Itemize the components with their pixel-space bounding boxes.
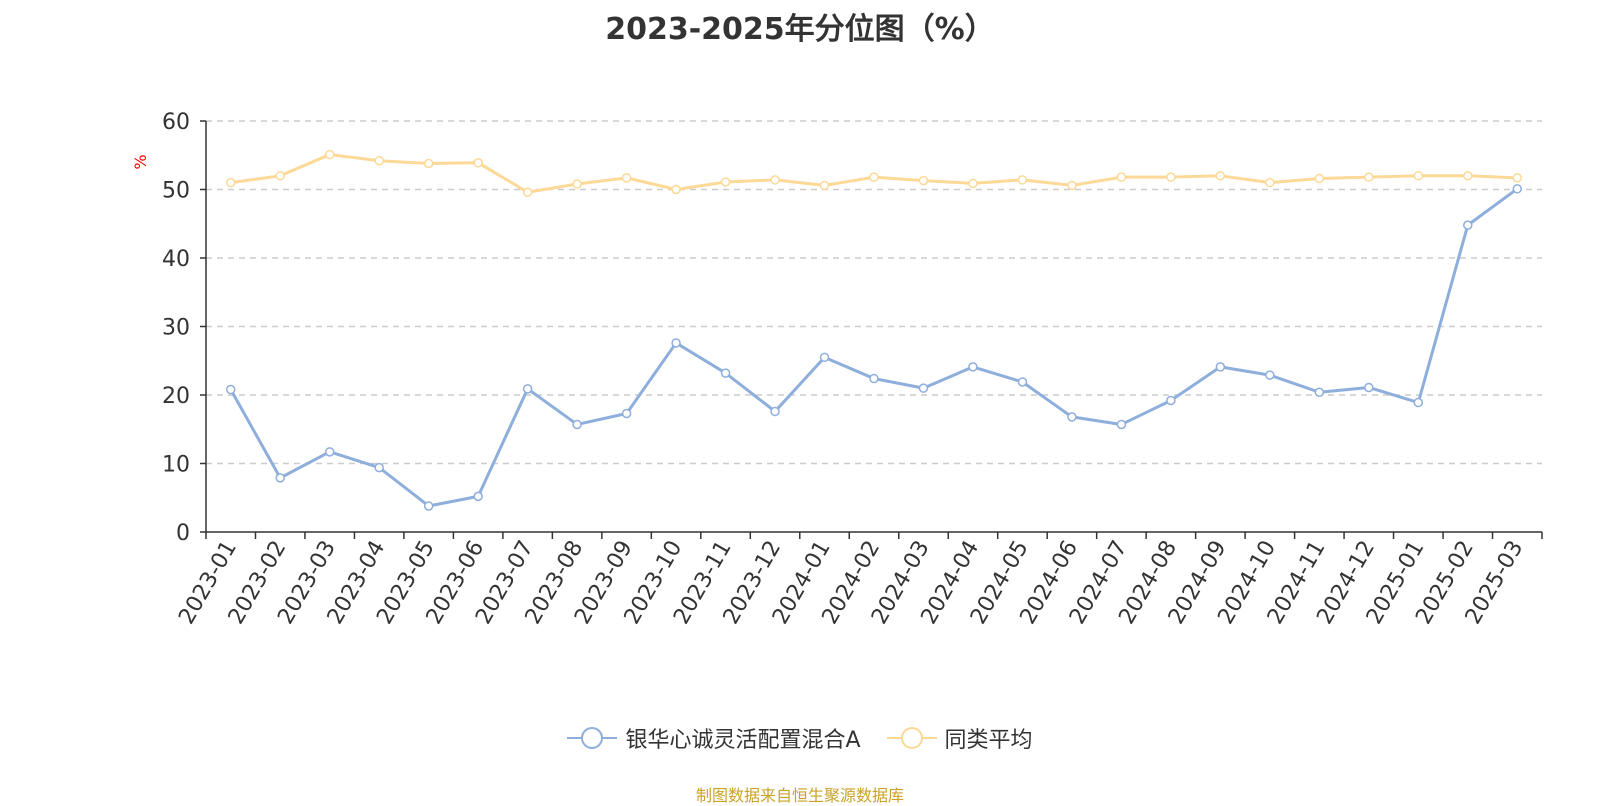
data-point: [1265, 177, 1275, 188]
data-point: [473, 158, 483, 168]
data-point: [1512, 184, 1523, 194]
data-point: [968, 178, 978, 189]
data-source-note: 制图数据来自恒生聚源数据库: [695, 786, 904, 805]
series-line: [229, 187, 1519, 508]
data-point: [671, 184, 681, 195]
data-point: [225, 177, 236, 188]
data-point: [522, 384, 533, 394]
data-point: [1364, 172, 1374, 182]
y-tick-label: 60: [162, 110, 190, 135]
data-point: [720, 368, 731, 378]
data-point: [869, 172, 879, 182]
data-point: [522, 187, 533, 197]
data-point: [1413, 397, 1424, 408]
data-point: [1067, 180, 1077, 191]
data-point: [720, 177, 731, 187]
y-tick-label: 50: [162, 179, 190, 204]
legend-item-fund[interactable]: 银华心诚灵活配置混合A: [567, 722, 861, 754]
y-tick-label: 30: [162, 316, 190, 341]
data-point: [572, 419, 582, 430]
line-chart: 01020304050602023-012023-022023-032023-0…: [131, 110, 1543, 629]
data-point: [671, 338, 681, 348]
legend-label-category-average: 同类平均: [944, 728, 1033, 753]
data-point: [324, 149, 335, 160]
y-axis-label: %: [131, 154, 150, 169]
data-point: [869, 373, 879, 384]
data-point: [1215, 171, 1226, 181]
data-point: [1166, 395, 1176, 406]
data-point: [1364, 382, 1374, 393]
data-point: [770, 175, 780, 185]
y-tick-label: 40: [162, 247, 190, 272]
data-point: [1116, 172, 1127, 182]
series-layer: [225, 149, 1523, 511]
data-point: [918, 175, 929, 186]
data-point: [918, 383, 929, 393]
data-point: [225, 384, 236, 395]
data-point: [324, 447, 335, 457]
y-tick-label: 20: [162, 384, 190, 409]
grid-lines: [206, 120, 1542, 465]
data-point: [1265, 370, 1275, 380]
y-tick-label: 10: [162, 453, 190, 478]
data-point: [819, 352, 830, 363]
legend-label-fund: 银华心诚灵活配置混合A: [625, 728, 861, 753]
legend-line-circle-icon: [886, 727, 937, 749]
data-point: [423, 501, 434, 511]
data-point: [1314, 173, 1325, 184]
data-point: [374, 155, 384, 166]
data-point: [1463, 220, 1473, 230]
data-point: [1463, 171, 1473, 181]
data-point: [1512, 173, 1523, 183]
data-point: [621, 408, 632, 419]
legend: 银华心诚灵活配置混合A 同类平均: [0, 722, 1600, 754]
data-point: [621, 173, 632, 183]
legend-item-category-average[interactable]: 同类平均: [886, 722, 1033, 754]
data-point: [1116, 419, 1127, 430]
data-point: [275, 171, 285, 181]
data-point: [1314, 387, 1325, 398]
data-point: [572, 179, 582, 189]
data-point: [1413, 171, 1424, 181]
data-point: [1215, 362, 1226, 372]
data-point: [374, 462, 384, 473]
data-point: [819, 180, 830, 191]
data-point: [473, 491, 483, 502]
data-point: [275, 473, 285, 483]
data-point: [1017, 175, 1028, 185]
data-point: [423, 158, 434, 169]
data-point: [1067, 412, 1077, 422]
legend-line-circle-icon: [567, 727, 618, 749]
data-point: [968, 362, 978, 372]
y-tick-label: 0: [176, 521, 190, 546]
data-point: [770, 406, 780, 417]
data-point: [1017, 377, 1028, 387]
chart-title: 2023-2025年分位图（%）: [605, 12, 995, 47]
data-point: [1166, 172, 1176, 182]
